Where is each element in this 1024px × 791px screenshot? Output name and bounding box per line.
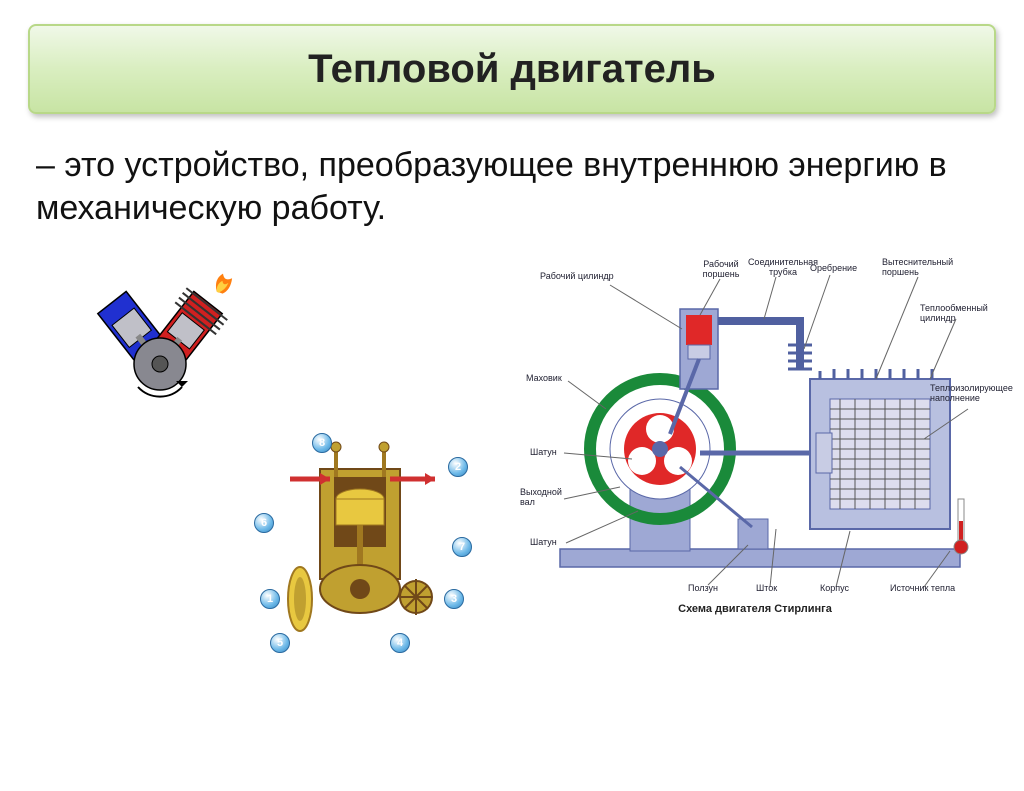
badge-6: 6 — [254, 513, 274, 533]
label-rod: Шток — [756, 583, 777, 593]
badge-3: 3 — [444, 589, 464, 609]
figure-stirling-engine: Рабочий цилиндр Рабочий поршень Соединит… — [520, 249, 990, 619]
slide-title: Тепловой двигатель — [308, 47, 716, 92]
definition-text: – это устройство, преобразующее внутренн… — [36, 144, 984, 229]
label-heat-exchange-cylinder: Теплообменный цилиндр — [920, 303, 1000, 323]
badge-1: 1 — [260, 589, 280, 609]
badge-7: 7 — [452, 537, 472, 557]
label-slider: Ползун — [688, 583, 718, 593]
label-connecting-rod2: Шатун — [530, 537, 557, 547]
label-heat-insulation: Теплоизолирующее наполнение — [930, 383, 1000, 403]
stirling-caption: Схема двигателя Стирлинга — [678, 603, 832, 615]
label-finning: Оребрение — [810, 263, 857, 273]
figure-v-engine — [60, 269, 260, 419]
label-flywheel: Маховик — [526, 373, 562, 383]
badge-5: 5 — [270, 633, 290, 653]
slide-title-bar: Тепловой двигатель — [28, 24, 996, 114]
badge-4: 4 — [390, 633, 410, 653]
label-body: Корпус — [820, 583, 849, 593]
label-output-shaft: Выходной вал — [520, 487, 570, 507]
figure-cylinder-cutaway: 1 2 3 4 5 6 7 8 — [240, 429, 480, 659]
badge-2: 2 — [448, 457, 468, 477]
label-working-cylinder: Рабочий цилиндр — [540, 271, 614, 281]
badge-8: 8 — [312, 433, 332, 453]
label-displacer-piston: Вытеснительный поршень — [882, 257, 982, 277]
figures-area: 1 2 3 4 5 6 7 8 — [0, 229, 1024, 709]
label-heat-source: Источник тепла — [890, 583, 955, 593]
label-connecting-rod: Шатун — [530, 447, 557, 457]
